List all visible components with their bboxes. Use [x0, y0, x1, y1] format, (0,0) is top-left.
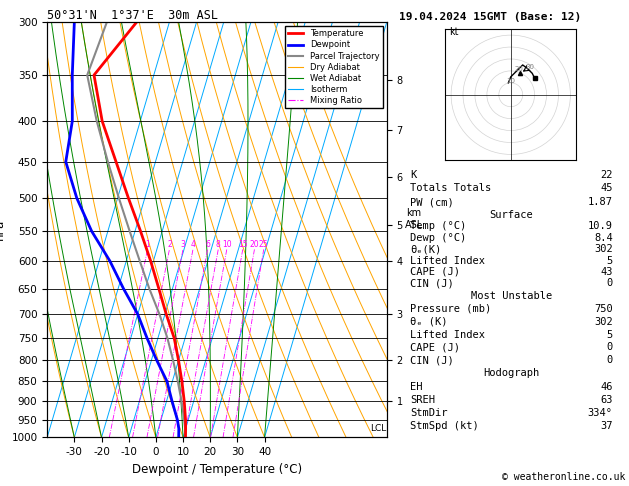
- Text: LCL: LCL: [370, 424, 387, 433]
- Text: kt: kt: [448, 27, 458, 37]
- Text: 22: 22: [600, 170, 613, 179]
- Text: 6: 6: [205, 241, 210, 249]
- Text: Temp (°C): Temp (°C): [410, 221, 466, 231]
- Text: 10: 10: [222, 241, 231, 249]
- Text: 20: 20: [250, 241, 259, 249]
- Text: 0: 0: [606, 278, 613, 289]
- Text: CIN (J): CIN (J): [410, 355, 454, 365]
- Text: SREH: SREH: [410, 395, 435, 405]
- Legend: Temperature, Dewpoint, Parcel Trajectory, Dry Adiabat, Wet Adiabat, Isotherm, Mi: Temperature, Dewpoint, Parcel Trajectory…: [285, 26, 382, 108]
- Y-axis label: km
ASL: km ASL: [405, 208, 423, 230]
- Text: 302: 302: [594, 316, 613, 327]
- Text: PW (cm): PW (cm): [410, 197, 454, 207]
- Text: 750: 750: [594, 304, 613, 313]
- Text: 19.04.2024 15GMT (Base: 12): 19.04.2024 15GMT (Base: 12): [399, 12, 582, 22]
- Text: 63: 63: [600, 395, 613, 405]
- Text: 2: 2: [167, 241, 172, 249]
- Text: 43: 43: [600, 267, 613, 277]
- Text: CIN (J): CIN (J): [410, 278, 454, 289]
- Text: 1.87: 1.87: [587, 197, 613, 207]
- Text: 37: 37: [600, 421, 613, 431]
- Text: K: K: [410, 170, 416, 179]
- Text: Lifted Index: Lifted Index: [410, 256, 485, 265]
- Text: CAPE (J): CAPE (J): [410, 267, 460, 277]
- Text: 25: 25: [259, 241, 269, 249]
- Text: Pressure (mb): Pressure (mb): [410, 304, 491, 313]
- Text: Lifted Index: Lifted Index: [410, 330, 485, 340]
- Text: 50°31'N  1°37'E  30m ASL: 50°31'N 1°37'E 30m ASL: [47, 9, 218, 22]
- Text: Hodograph: Hodograph: [483, 368, 540, 379]
- Text: 8.4: 8.4: [594, 233, 613, 243]
- Text: 15: 15: [238, 241, 248, 249]
- Text: 5: 5: [606, 256, 613, 265]
- Text: θₑ (K): θₑ (K): [410, 316, 448, 327]
- Text: StmSpd (kt): StmSpd (kt): [410, 421, 479, 431]
- Text: © weatheronline.co.uk: © weatheronline.co.uk: [503, 472, 626, 482]
- Text: StmDir: StmDir: [410, 408, 448, 418]
- Text: EH: EH: [410, 382, 423, 392]
- Text: θₑ(K): θₑ(K): [410, 244, 442, 254]
- Text: 302: 302: [594, 244, 613, 254]
- Text: 10.9: 10.9: [587, 221, 613, 231]
- Text: Totals Totals: Totals Totals: [410, 183, 491, 193]
- Text: 8: 8: [216, 241, 221, 249]
- Text: Surface: Surface: [489, 209, 533, 220]
- Text: Most Unstable: Most Unstable: [470, 291, 552, 301]
- Text: CAPE (J): CAPE (J): [410, 343, 460, 352]
- Text: 20: 20: [515, 66, 523, 72]
- Text: Dewp (°C): Dewp (°C): [410, 233, 466, 243]
- Text: 5: 5: [606, 330, 613, 340]
- Text: 46: 46: [600, 382, 613, 392]
- Text: 10: 10: [506, 78, 515, 84]
- Text: 1: 1: [145, 241, 150, 249]
- Text: 4: 4: [191, 241, 196, 249]
- Text: 0: 0: [606, 355, 613, 365]
- Text: 30: 30: [525, 64, 534, 69]
- Text: 45: 45: [600, 183, 613, 193]
- Y-axis label: hPa: hPa: [0, 219, 6, 240]
- X-axis label: Dewpoint / Temperature (°C): Dewpoint / Temperature (°C): [132, 463, 302, 476]
- Text: 3: 3: [181, 241, 186, 249]
- Text: 334°: 334°: [587, 408, 613, 418]
- Text: 0: 0: [606, 343, 613, 352]
